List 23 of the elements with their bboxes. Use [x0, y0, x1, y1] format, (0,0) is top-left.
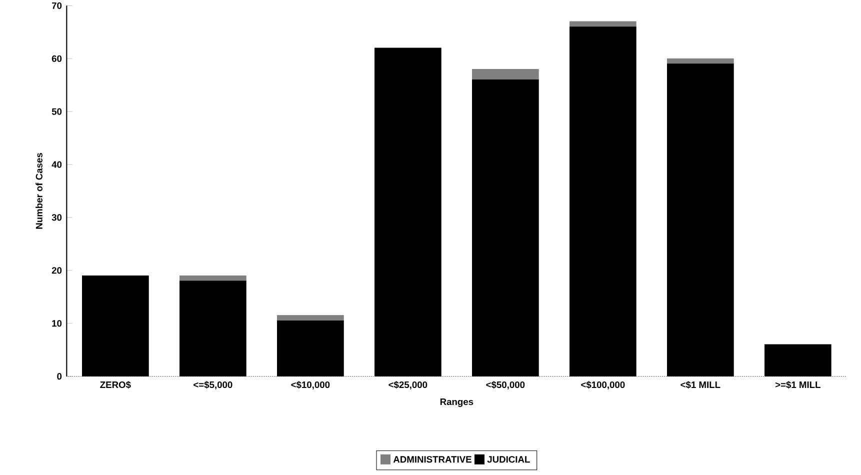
- legend-label: ADMINISTRATIVE: [393, 456, 472, 463]
- x-tick-label: <$100,000: [581, 381, 625, 390]
- x-tick-label: <$10,000: [291, 381, 330, 390]
- y-tick-label: 50: [52, 108, 62, 115]
- x-tick-label: <$50,000: [486, 381, 525, 390]
- y-axis-title: Number of Cases: [36, 153, 42, 229]
- y-tick-label: 30: [52, 214, 62, 221]
- bar: [569, 21, 636, 28]
- x-tick-label: <$1 MILL: [680, 381, 720, 389]
- bar: [277, 315, 344, 321]
- y-tick-label: 0: [57, 373, 62, 380]
- y-tick-label: 10: [52, 320, 62, 327]
- x-tick-label: ZERO$: [100, 381, 131, 389]
- y-tick-label: 60: [52, 55, 62, 62]
- x-tick-label: >=$1 MILL: [775, 381, 820, 389]
- bar: [472, 68, 539, 80]
- y-tick-label: 20: [52, 267, 62, 274]
- x-tick-label: <=$5,000: [194, 381, 232, 390]
- x-axis-title: Ranges: [440, 398, 474, 407]
- y-tick-label: 40: [52, 161, 62, 168]
- legend-label: JUDICIAL: [487, 456, 530, 463]
- y-tick-label: 70: [52, 2, 62, 9]
- x-tick-label: <$25,000: [388, 381, 428, 390]
